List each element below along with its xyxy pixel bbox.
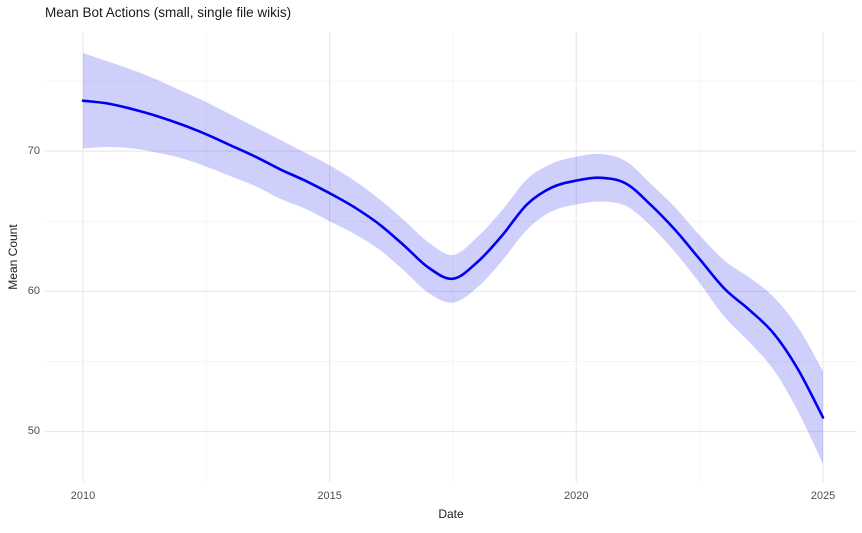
x-axis-title: Date bbox=[438, 507, 464, 521]
chart-title: Mean Bot Actions (small, single file wik… bbox=[45, 5, 292, 20]
y-axis-title: Mean Count bbox=[6, 224, 20, 290]
trend-line bbox=[81, 99, 825, 419]
x-tick-label: 2010 bbox=[70, 490, 96, 502]
x-tick-label: 2025 bbox=[810, 490, 836, 502]
x-tick-label: 2020 bbox=[564, 490, 589, 502]
y-tick-label: 60 bbox=[27, 284, 40, 297]
x-tick-label: 2015 bbox=[317, 490, 342, 502]
confidence-ribbon bbox=[83, 53, 823, 464]
y-tick-label: 70 bbox=[27, 144, 40, 157]
y-tick-label: 50 bbox=[27, 425, 40, 437]
